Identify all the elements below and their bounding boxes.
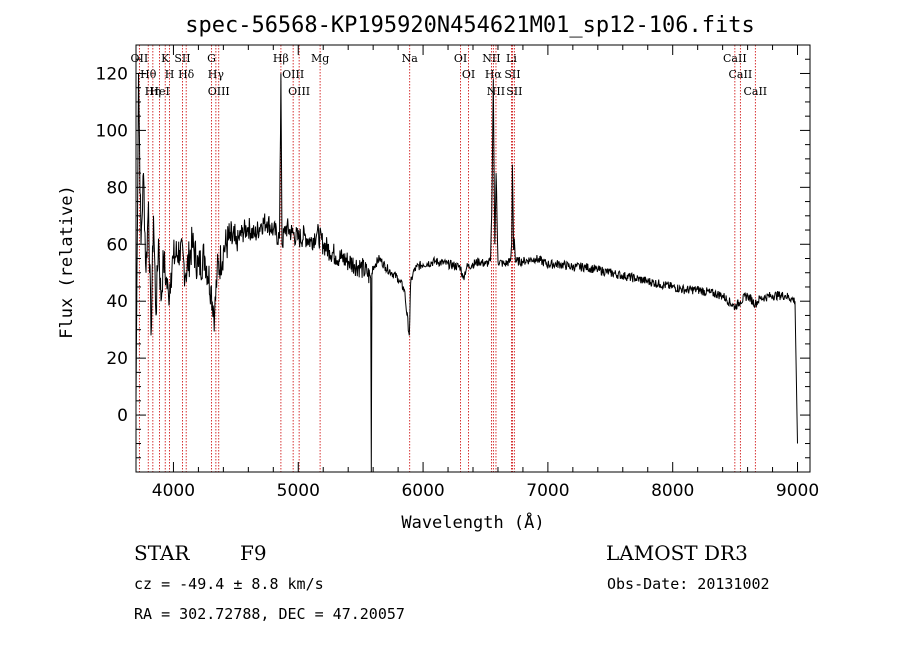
spectrum-line-0 — [135, 73, 798, 473]
line-label-18: Hα — [485, 68, 503, 81]
line-label-15: Na — [402, 52, 419, 65]
line-label-23: SII — [506, 85, 522, 98]
line-label-12: OIII — [288, 85, 310, 98]
y-tick-label: 60 — [106, 235, 128, 255]
x-tick-label: 8000 — [651, 481, 694, 501]
spectrum-series — [135, 73, 798, 473]
y-tick-label: 80 — [106, 178, 128, 198]
y-tick-label: 100 — [96, 121, 128, 141]
y-tick-label: 20 — [106, 349, 128, 369]
survey-name: LAMOST DR3 — [606, 541, 748, 565]
line-label-11: Hβ — [273, 52, 289, 65]
observation-date: Obs-Date: 20131002 — [607, 575, 770, 593]
coordinates: RA = 302.72788, DEC = 47.20057 — [134, 605, 405, 623]
line-label-2: HeI — [149, 85, 169, 98]
object-class: STAR — [134, 541, 190, 565]
line-label-16: OI — [454, 52, 467, 65]
object-subclass: F9 — [240, 541, 267, 565]
plot-frame — [135, 44, 811, 473]
line-label-1: OII — [131, 52, 149, 65]
x-tick-label: 5000 — [277, 481, 320, 501]
x-axis-ticks: 4000 5000 6000 7000 8000 9000 — [152, 45, 819, 501]
line-label-20: NII — [487, 85, 505, 98]
line-label-0: Hθ — [140, 68, 157, 81]
line-label-10: G — [207, 52, 216, 65]
line-label-5: H — [165, 68, 175, 81]
redshift-velocity: cz = -49.4 ± 8.8 km/s — [134, 575, 324, 593]
line-label-22: Li — [506, 52, 517, 65]
spectral-line-markers — [138, 45, 756, 472]
line-label-8: OIII — [208, 85, 230, 98]
x-tick-label: 4000 — [152, 481, 195, 501]
line-label-9: Hγ — [208, 68, 225, 81]
y-axis-ticks: 0 20 40 60 80 100 120 — [96, 44, 810, 473]
line-label-25: CaII — [723, 52, 747, 65]
x-tick-label: 9000 — [776, 481, 819, 501]
line-label-17: OI — [462, 68, 475, 81]
x-axis-label: Wavelength (Å) — [401, 511, 544, 533]
y-axis-label: Flux (relative) — [57, 185, 77, 339]
x-tick-label: 6000 — [401, 481, 444, 501]
x-tick-label: 7000 — [526, 481, 569, 501]
line-label-4: K — [161, 52, 170, 65]
line-label-6: SII — [174, 52, 190, 65]
line-label-14: Mg — [311, 52, 329, 65]
y-tick-label: 0 — [117, 406, 128, 426]
line-label-24: CaII — [729, 68, 753, 81]
line-label-21: SII — [504, 68, 520, 81]
line-label-3: Hη — [145, 85, 161, 98]
y-tick-label: 120 — [96, 64, 128, 84]
line-label-26: CaII — [743, 85, 767, 98]
chart-title: spec-56568-KP195920N454621M01_sp12-106.f… — [185, 13, 755, 38]
line-label-13: OIII — [282, 68, 304, 81]
y-tick-label: 40 — [106, 292, 128, 312]
line-label-19: NII — [482, 52, 500, 65]
line-label-7: Hδ — [178, 68, 195, 81]
